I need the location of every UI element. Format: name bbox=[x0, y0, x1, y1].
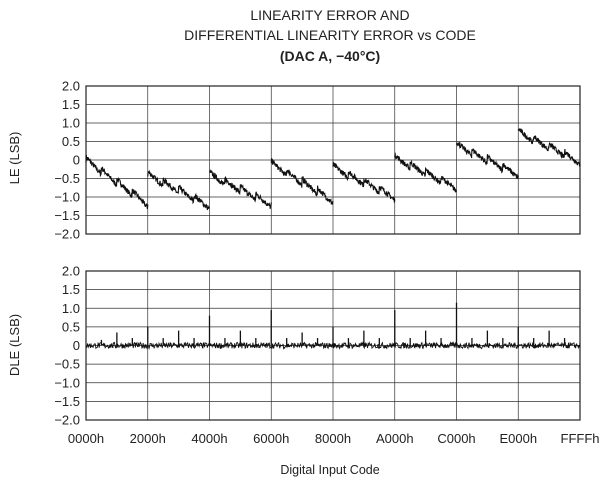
le-series-segment-3 bbox=[208, 168, 272, 209]
dle-y-tick-label: 1.5 bbox=[62, 282, 80, 297]
dle-y-tick-label: 2.0 bbox=[62, 264, 80, 279]
dle-panel: 2.0 1.5 1.0 0.5 0 −0.5 −1.0 −1.5 −2.0 bbox=[54, 264, 581, 428]
dle-y-tick-label: 0 bbox=[73, 338, 80, 353]
x-tick-label: 0000h bbox=[68, 431, 104, 446]
chart-title-line-3: (DAC A, −40°C) bbox=[280, 48, 380, 64]
le-series-segment-7 bbox=[456, 141, 519, 180]
x-tick-label: 6000h bbox=[253, 431, 289, 446]
le-series-segment-4 bbox=[270, 158, 334, 206]
le-y-tick-label: 1.0 bbox=[62, 116, 80, 131]
le-series-segment-2 bbox=[147, 169, 210, 211]
x-axis-tick-labels: 0000h 2000h 4000h 6000h 8000h A000h C000h E000h… bbox=[68, 431, 600, 446]
le-series-segment-8 bbox=[517, 127, 581, 167]
x-tick-label: 4000h bbox=[191, 431, 227, 446]
dle-y-tick-label: 1.0 bbox=[62, 301, 80, 316]
x-tick-label: A000h bbox=[376, 431, 414, 446]
x-tick-label: E000h bbox=[499, 431, 537, 446]
x-axis-label: Digital Input Code bbox=[280, 463, 379, 477]
dle-y-tick-label: −1.5 bbox=[54, 394, 80, 409]
x-tick-label: 2000h bbox=[130, 431, 166, 446]
le-y-tick-label: −1.5 bbox=[54, 208, 80, 223]
le-y-tick-label: 1.5 bbox=[62, 97, 80, 112]
dle-y-axis-label: DLE (LSB) bbox=[7, 314, 22, 376]
dle-y-tick-label: −1.0 bbox=[54, 375, 80, 390]
dle-y-tick-label: −2.0 bbox=[54, 413, 80, 428]
le-y-tick-label: 0 bbox=[73, 153, 80, 168]
chart-title-line-1: LINEARITY ERROR AND bbox=[250, 7, 409, 23]
x-tick-label: 8000h bbox=[315, 431, 351, 446]
le-panel: 2.0 1.5 1.0 0.5 0 −0.5 −1.0 −1.5 −2.0 bbox=[54, 79, 581, 242]
dle-y-tick-label: 0.5 bbox=[62, 319, 80, 334]
chart-title-line-2: DIFFERENTIAL LINEARITY ERROR vs CODE bbox=[184, 27, 476, 43]
le-series-segment-1 bbox=[85, 154, 149, 210]
le-y-tick-label: −0.5 bbox=[54, 171, 80, 186]
le-series-segment-6 bbox=[394, 152, 458, 194]
x-tick-label: C000h bbox=[437, 431, 475, 446]
le-y-tick-label: 0.5 bbox=[62, 134, 80, 149]
chart-title: LINEARITY ERROR AND DIFFERENTIAL LINEARI… bbox=[184, 7, 476, 64]
le-y-axis-label: LE (LSB) bbox=[7, 132, 22, 185]
le-y-tick-label: 2.0 bbox=[62, 79, 80, 94]
le-y-tick-label: −2.0 bbox=[54, 227, 80, 242]
dle-y-tick-label: −0.5 bbox=[54, 357, 80, 372]
le-y-tick-label: −1.0 bbox=[54, 190, 80, 205]
x-tick-label: FFFFh bbox=[561, 431, 600, 446]
le-series-segment-5 bbox=[332, 160, 396, 203]
